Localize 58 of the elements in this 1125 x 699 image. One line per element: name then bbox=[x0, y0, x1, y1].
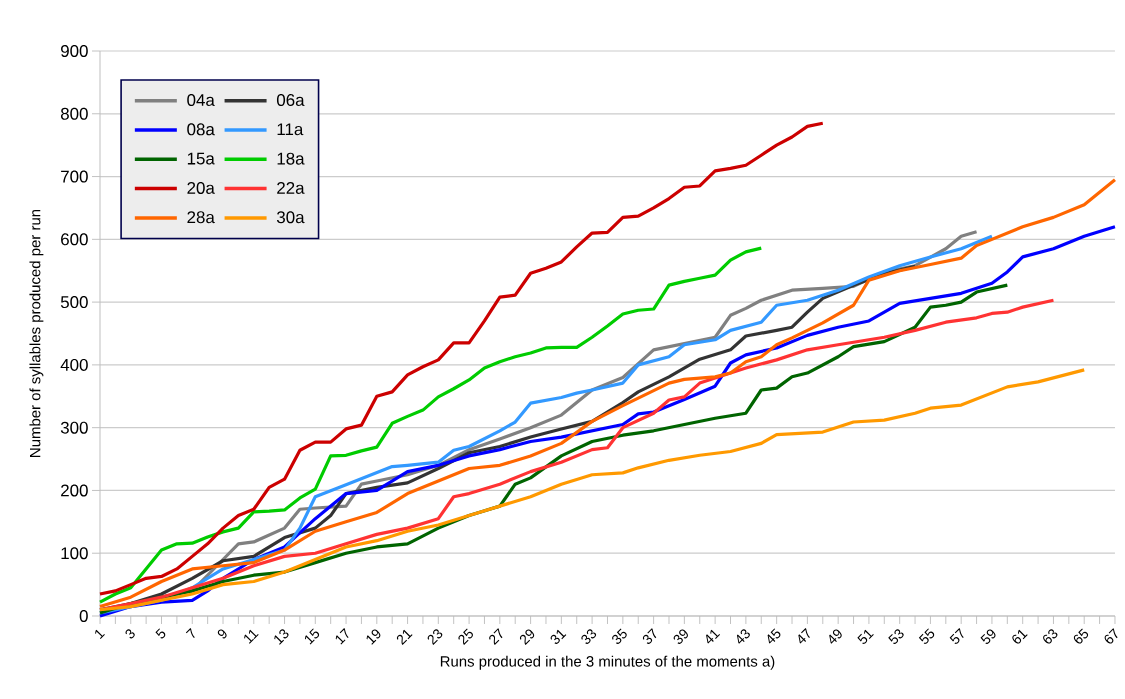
y-tick-label: 900 bbox=[61, 45, 88, 57]
x-tick-label: 49 bbox=[829, 629, 842, 644]
legend-label: 11a bbox=[277, 123, 304, 136]
x-tick-label: 67 bbox=[1104, 628, 1118, 644]
legend-label: 18a bbox=[277, 152, 305, 165]
x-tick-label: 45 bbox=[767, 628, 781, 644]
x-tick-label: 39 bbox=[673, 629, 688, 644]
y-tick-label: 100 bbox=[61, 547, 88, 560]
line-series bbox=[98, 368, 1086, 612]
x-tick-label: 21 bbox=[396, 629, 413, 645]
legend-label: 04a bbox=[187, 94, 215, 107]
x-tick-label: 7 bbox=[185, 628, 195, 639]
x-tick-label: 47 bbox=[798, 628, 810, 644]
x-tick-label: 55 bbox=[918, 628, 935, 644]
legend-label: 15a bbox=[187, 152, 215, 165]
x-tick-label: 59 bbox=[980, 629, 996, 645]
x-tick-label: 29 bbox=[519, 629, 535, 645]
legend-label: 20a bbox=[187, 181, 215, 194]
x-tick-label: 19 bbox=[366, 629, 381, 645]
x-tick-label: 13 bbox=[274, 629, 289, 645]
y-tick-label: 800 bbox=[60, 107, 88, 120]
x-tick-label: 35 bbox=[612, 628, 627, 644]
x-tick-label: 61 bbox=[1012, 629, 1028, 644]
x-tick-label: 41 bbox=[706, 629, 721, 644]
x-tick-label: 63 bbox=[1043, 629, 1058, 644]
legend-label: 08a bbox=[187, 123, 215, 136]
y-axis-title: Number of syllables produced per run bbox=[29, 209, 44, 457]
y-tick-label: 500 bbox=[60, 296, 88, 309]
x-tick-label: 37 bbox=[642, 628, 657, 644]
y-tick-label: 400 bbox=[60, 358, 88, 371]
legend-label: 30a bbox=[276, 211, 305, 224]
y-tick-label: 200 bbox=[61, 484, 88, 497]
line-series bbox=[98, 121, 825, 596]
y-tick-label: 700 bbox=[61, 170, 88, 183]
x-tick-label: 3 bbox=[125, 629, 135, 639]
x-tick-label: 17 bbox=[335, 628, 349, 645]
x-tick-label: 25 bbox=[458, 628, 473, 645]
x-tick-label: 53 bbox=[888, 629, 904, 645]
x-tick-label: 27 bbox=[489, 628, 503, 645]
x-tick-label: 11 bbox=[244, 629, 259, 644]
y-tick-label: 600 bbox=[61, 233, 88, 246]
y-tick-label: 300 bbox=[60, 421, 88, 434]
legend-label: 22a bbox=[277, 181, 305, 194]
x-tick-label: 9 bbox=[217, 629, 227, 639]
legend-label: 06a bbox=[276, 94, 305, 107]
x-tick-label: 65 bbox=[1073, 628, 1089, 644]
x-tick-label: 33 bbox=[581, 629, 597, 644]
x-tick-label: 31 bbox=[550, 629, 567, 644]
x-axis-title: Runs produced in the 3 minutes of the moments a) bbox=[440, 655, 775, 670]
x-tick-label: 43 bbox=[736, 629, 750, 644]
x-tick-label: 1 bbox=[95, 629, 105, 640]
y-tick-label: 0 bbox=[79, 610, 88, 622]
legend-label: 28a bbox=[187, 211, 215, 224]
x-tick-label: 23 bbox=[427, 629, 443, 645]
x-tick-label: 51 bbox=[857, 629, 874, 644]
x-tick-label: 15 bbox=[304, 628, 320, 645]
x-tick-label: 5 bbox=[155, 628, 166, 639]
x-tick-label: 57 bbox=[949, 628, 964, 644]
